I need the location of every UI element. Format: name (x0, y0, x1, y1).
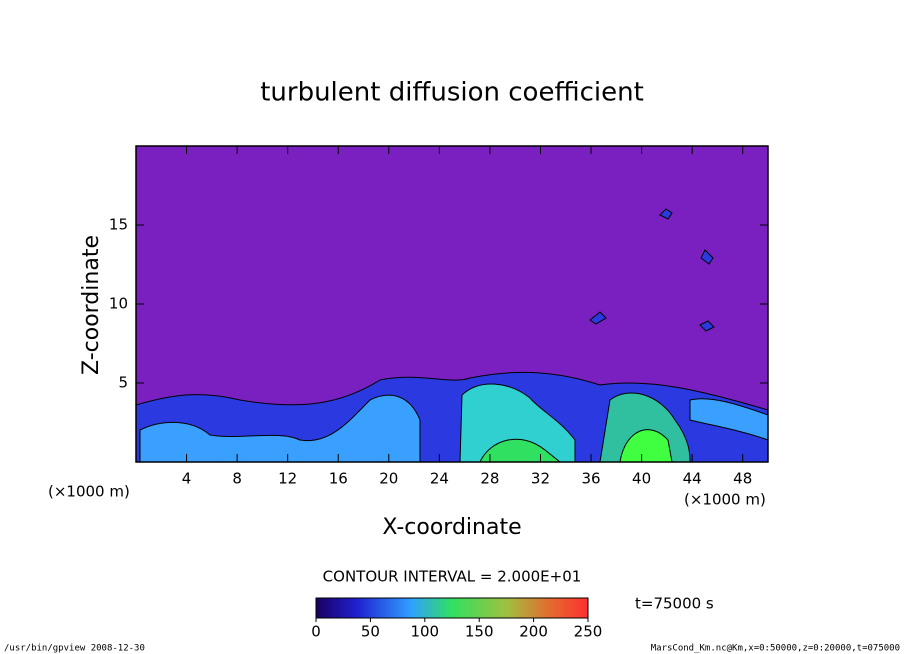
x-tick-label: 4 (182, 470, 192, 488)
y-tick-label: 5 (118, 374, 128, 392)
contour-interval: CONTOUR INTERVAL = 2.000E+01 (323, 568, 582, 586)
time-label: t=75000 s (635, 595, 714, 613)
x-tick-label: 20 (379, 470, 398, 488)
x-unit: (×1000 m) (684, 491, 766, 509)
x-tick-label: 16 (329, 470, 348, 488)
y-tick-label: 15 (109, 216, 128, 234)
colorbar (315, 597, 589, 619)
x-tick-label: 12 (278, 470, 297, 488)
colorbar-tick-label: 50 (361, 623, 380, 641)
colorbar-tick-label: 100 (410, 623, 439, 641)
y-tick-label: 10 (109, 295, 128, 313)
chart-title: turbulent diffusion coefficient (260, 78, 644, 108)
colorbar-tick-label: 200 (519, 623, 548, 641)
field (136, 208, 768, 462)
y-axis-label: Z-coordinate (79, 235, 104, 375)
footer-left: /usr/bin/gpview 2008-12-30 (4, 644, 145, 654)
x-tick-label: 36 (581, 470, 600, 488)
colorbar-tick-label: 150 (465, 623, 494, 641)
x-tick-label: 48 (733, 470, 752, 488)
x-tick-label: 44 (683, 470, 702, 488)
y-unit: (×1000 m) (48, 483, 130, 501)
x-tick-label: 28 (480, 470, 499, 488)
colorbar-tick-label: 250 (574, 623, 603, 641)
x-axis-label: X-coordinate (382, 515, 521, 540)
x-tick-label: 32 (531, 470, 550, 488)
x-tick-label: 40 (632, 470, 651, 488)
x-tick-label: 8 (232, 470, 242, 488)
footer-right: MarsCond_Km.nc@Km,x=0:50000,z=0:20000,t=… (651, 644, 900, 654)
x-tick-label: 24 (430, 470, 449, 488)
colorbar-tick-label: 0 (311, 623, 321, 641)
